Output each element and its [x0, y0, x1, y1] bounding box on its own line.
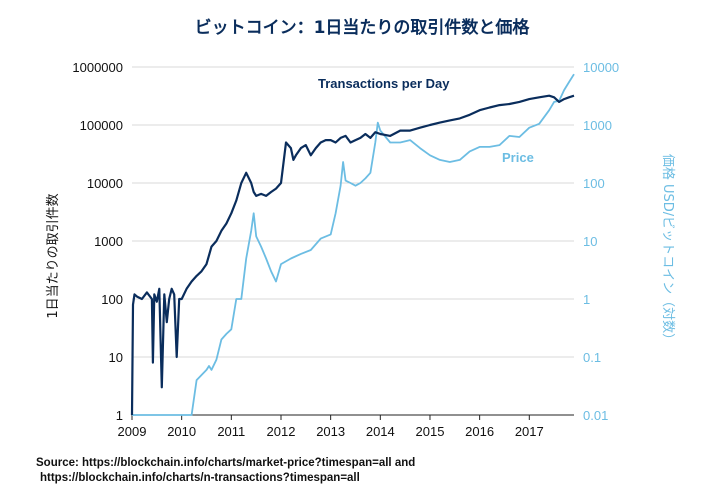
- y-left-tick-label: 1: [116, 408, 123, 423]
- y-left-tick-label: 1000000: [72, 60, 123, 75]
- y-right-tick-label: 1: [583, 292, 590, 307]
- x-tick-label: 2011: [217, 424, 245, 439]
- series-line-left: [130, 94, 575, 416]
- left-axis-ticks: 1 10 100 1000 10000 100000 1000000: [72, 60, 123, 423]
- y-right-tick-label: 10000: [583, 60, 619, 75]
- series-lines: [130, 73, 575, 416]
- y-right-tick-label: 0.01: [583, 408, 608, 423]
- y-left-tick-label: 1000: [94, 234, 123, 249]
- x-tick-label: 2016: [465, 424, 494, 439]
- x-axis-ticks: 2009 2010 2011 2012 2013 2014 2015 2016 2017: [118, 414, 574, 439]
- y-right-tick-label: 0.1: [583, 350, 601, 365]
- x-tick-label: 2009: [118, 424, 147, 439]
- x-tick-label: 2015: [416, 424, 445, 439]
- x-tick-label: 2013: [316, 424, 345, 439]
- x-tick-label: 2010: [167, 424, 196, 439]
- series-label-transactions: Transactions per Day: [318, 76, 450, 91]
- x-tick-label: 2012: [267, 424, 296, 439]
- series-line-right: [132, 73, 575, 416]
- y-right-tick-label: 1000: [583, 118, 612, 133]
- y-left-tick-label: 100000: [80, 118, 123, 133]
- source-line-2: https://blockchain.info/charts/n-transac…: [40, 472, 360, 484]
- y-right-tick-label: 10: [583, 234, 597, 249]
- right-axis-ticks: 0.01 0.1 1 10 100 1000 10000: [583, 60, 619, 423]
- y-left-tick-label: 10000: [87, 176, 123, 191]
- source-note: Source: https://blockchain.info/charts/m…: [36, 456, 696, 486]
- y-right-tick-label: 100: [583, 176, 605, 191]
- x-tick-label: 2014: [366, 424, 395, 439]
- x-tick-label: 2017: [515, 424, 544, 439]
- grid: [132, 66, 574, 416]
- chart-title: ビットコイン：1日当たりの取引件数と価格: [195, 17, 531, 38]
- y-left-tick-label: 10: [109, 350, 123, 365]
- source-line-1: Source: https://blockchain.info/charts/m…: [36, 457, 416, 469]
- y-axis-right-label: 価格 USD/ビットコイン（対数）: [660, 154, 676, 346]
- y-left-tick-label: 100: [101, 292, 123, 307]
- series-label-price: Price: [502, 150, 534, 165]
- y-axis-left-label: 1日当たりの取引件数: [46, 193, 61, 318]
